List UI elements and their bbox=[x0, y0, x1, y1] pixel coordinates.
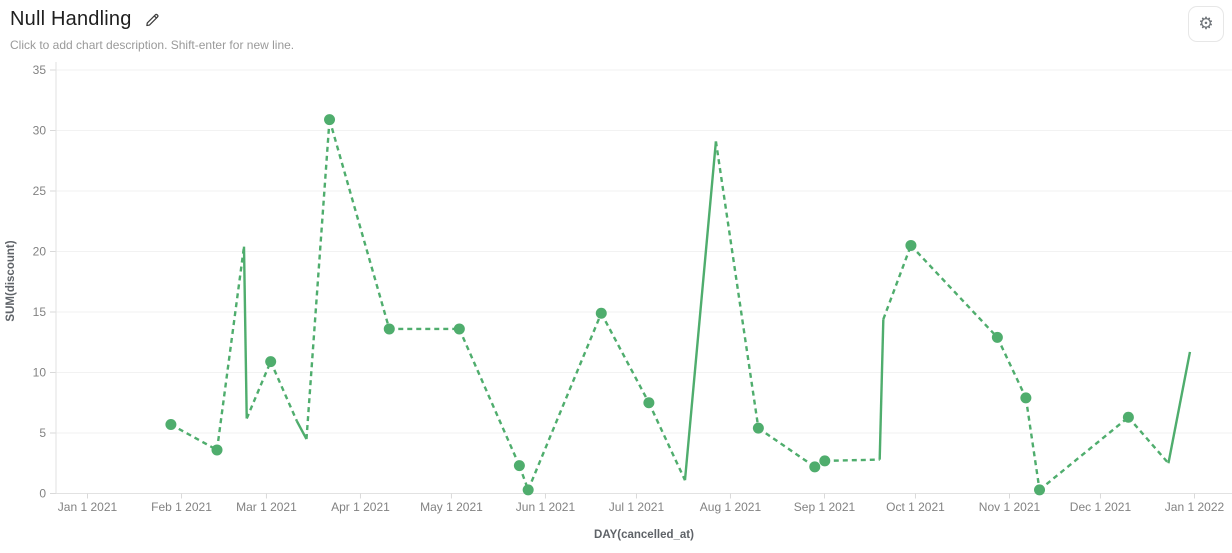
data-point-marker[interactable] bbox=[522, 484, 534, 496]
series-solid-segment bbox=[683, 141, 718, 481]
series-solid-segment bbox=[242, 246, 248, 419]
x-tick-label: Nov 1 2021 bbox=[979, 500, 1041, 514]
series-dashed-segment bbox=[910, 244, 999, 339]
chart-title[interactable]: Null Handling bbox=[10, 8, 132, 30]
series-dashed-segment bbox=[996, 336, 1027, 399]
series-dashed-segment bbox=[824, 458, 880, 463]
data-point-marker[interactable] bbox=[905, 239, 917, 251]
series-solid-segment bbox=[1167, 351, 1192, 464]
series-dashed-segment bbox=[647, 402, 687, 481]
data-point-marker[interactable] bbox=[595, 307, 607, 319]
x-tick-label: Dec 1 2021 bbox=[1070, 500, 1132, 514]
series-dashed-segment bbox=[215, 246, 246, 451]
series-dashed-segment bbox=[305, 119, 331, 440]
data-point-marker[interactable] bbox=[991, 331, 1003, 343]
x-tick-label: Jul 1 2021 bbox=[609, 500, 665, 514]
series-dashed-segment bbox=[245, 361, 272, 419]
series-dashed-segment bbox=[1024, 397, 1041, 491]
data-point-marker[interactable] bbox=[809, 461, 821, 473]
series-dashed-segment bbox=[757, 427, 816, 468]
data-point-marker[interactable] bbox=[1020, 392, 1032, 404]
chart-description-placeholder[interactable]: Click to add chart description. Shift-en… bbox=[10, 38, 295, 52]
x-tick-label: Jun 1 2021 bbox=[516, 500, 576, 514]
chart-header: Null Handling Click to add chart descrip… bbox=[10, 8, 1172, 52]
x-tick-label: Apr 1 2021 bbox=[331, 500, 390, 514]
series-dashed-segment bbox=[1127, 416, 1170, 465]
data-point-marker[interactable] bbox=[1034, 484, 1046, 496]
data-point-marker[interactable] bbox=[1122, 411, 1134, 423]
series-solid-segment bbox=[878, 319, 885, 460]
x-tick-label: Mar 1 2021 bbox=[236, 500, 297, 514]
y-axis-title: SUM(discount) bbox=[5, 240, 17, 321]
series-dashed-segment bbox=[527, 312, 603, 491]
data-point-marker[interactable] bbox=[819, 455, 831, 467]
x-tick-label: Jan 1 2021 bbox=[58, 500, 118, 514]
series-dashed-segment bbox=[714, 141, 760, 429]
x-tick-label: Jan 1 2022 bbox=[1165, 500, 1225, 514]
edit-title-pencil-icon[interactable] bbox=[144, 11, 161, 28]
y-tick-label: 30 bbox=[33, 124, 47, 138]
x-tick-label: Aug 1 2021 bbox=[700, 500, 762, 514]
x-tick-label: May 1 2021 bbox=[420, 500, 483, 514]
x-axis-title: DAY(cancelled_at) bbox=[594, 529, 694, 541]
gear-icon: ⚙ bbox=[1198, 13, 1214, 34]
settings-button[interactable]: ⚙ bbox=[1188, 6, 1224, 42]
series-dashed-segment bbox=[458, 328, 521, 467]
y-tick-label: 0 bbox=[39, 487, 46, 501]
data-point-marker[interactable] bbox=[211, 444, 223, 456]
x-tick-label: Feb 1 2021 bbox=[151, 500, 212, 514]
series-dashed-segment bbox=[1038, 416, 1130, 491]
x-tick-label: Oct 1 2021 bbox=[886, 500, 945, 514]
y-tick-label: 20 bbox=[33, 245, 47, 259]
data-point-marker[interactable] bbox=[324, 114, 336, 126]
series-dashed-segment bbox=[170, 423, 218, 451]
data-point-marker[interactable] bbox=[265, 356, 277, 368]
y-tick-label: 10 bbox=[33, 366, 47, 380]
data-point-marker[interactable] bbox=[165, 419, 177, 431]
y-tick-label: 25 bbox=[33, 184, 47, 198]
series-dashed-segment bbox=[328, 119, 391, 330]
x-tick-label: Sep 1 2021 bbox=[794, 500, 856, 514]
data-point-marker[interactable] bbox=[643, 397, 655, 409]
series-dashed-segment bbox=[600, 312, 650, 404]
series-solid-segment bbox=[295, 420, 308, 440]
data-point-marker[interactable] bbox=[453, 323, 465, 335]
data-point-marker[interactable] bbox=[383, 323, 395, 335]
y-tick-label: 15 bbox=[33, 305, 47, 319]
y-tick-label: 5 bbox=[39, 426, 46, 440]
data-point-marker[interactable] bbox=[513, 460, 525, 472]
series-dashed-segment bbox=[882, 245, 913, 320]
data-point-marker[interactable] bbox=[752, 422, 764, 434]
y-tick-label: 35 bbox=[33, 63, 47, 77]
series-dashed-segment bbox=[269, 361, 298, 422]
